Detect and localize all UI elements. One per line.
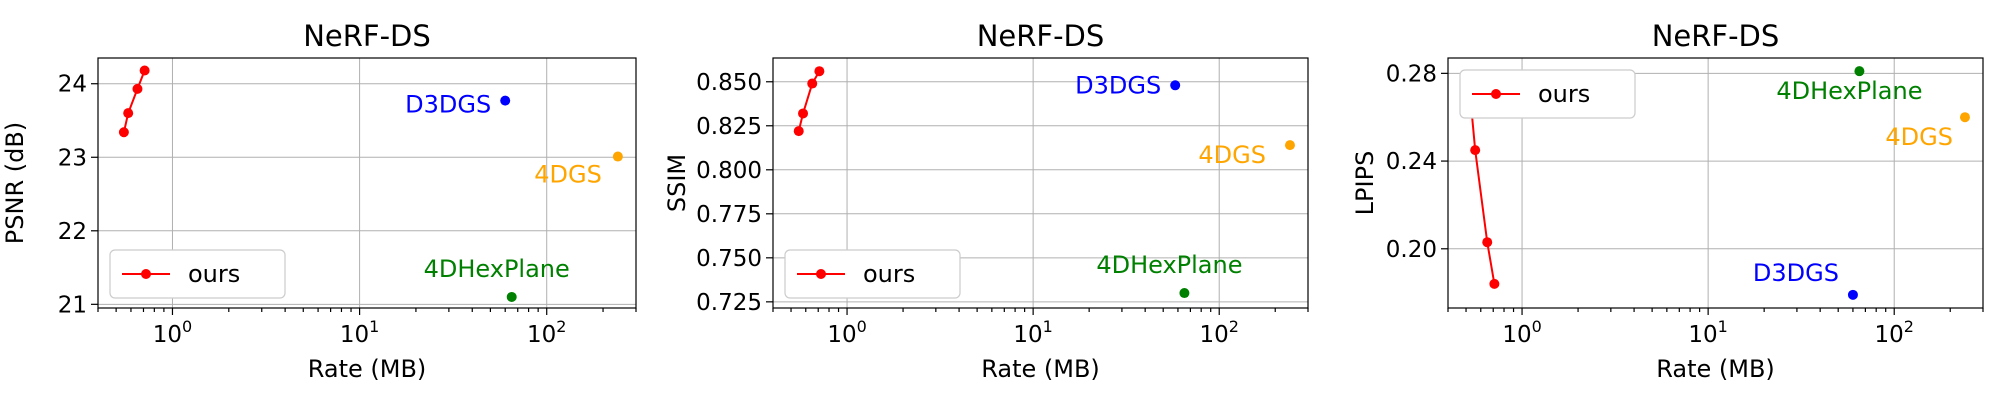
point-label-d3dgs: D3DGS <box>405 91 491 119</box>
chart-title: NeRF-DS <box>977 19 1105 53</box>
plot-frame <box>97 57 637 309</box>
series-line-ours <box>797 70 821 132</box>
data-point-ours <box>814 66 825 77</box>
data-point-ours <box>807 78 818 89</box>
legend: ours <box>109 249 286 299</box>
point-label-4dgs: 4DGS <box>534 161 602 189</box>
y-tick-label: 22 <box>58 219 87 245</box>
data-point-d3dgs <box>500 95 511 106</box>
point-label-4dhexplane: 4DHexPlane <box>424 255 570 283</box>
y-tick-label: 0.800 <box>696 158 762 184</box>
x-tick-label: 101 <box>340 317 379 348</box>
chart-title: NeRF-DS <box>303 19 431 53</box>
chart-panel-3: 100 101 102 0.20 0.24 0.28 NeRF-DS Rate (MB) LPI… <box>1351 19 1984 383</box>
data-point-ours <box>1482 237 1493 248</box>
series-line-ours <box>1469 101 1496 285</box>
x-axis-label: Rate (MB) <box>308 355 427 383</box>
y-tick-label: 0.825 <box>696 114 762 140</box>
y-tick-label: 0.775 <box>696 202 762 228</box>
data-point-ours <box>123 108 134 119</box>
y-tick-label: 0.28 <box>1386 61 1437 87</box>
x-tick-label: 100 <box>827 317 866 348</box>
y-tick-label: 0.850 <box>696 70 762 96</box>
y-axis-label: SSIM <box>663 154 691 212</box>
y-tick-label: 0.725 <box>696 290 762 316</box>
data-point-ours <box>132 83 143 94</box>
point-label-4dgs: 4DGS <box>1885 123 1953 151</box>
point-label-d3dgs: D3DGS <box>1753 259 1839 287</box>
legend-box <box>109 249 286 299</box>
series-line-ours <box>122 70 146 133</box>
data-point-d3dgs <box>1170 80 1181 91</box>
x-tick-label: 101 <box>1013 317 1052 348</box>
legend-marker <box>141 269 151 279</box>
legend-box <box>784 249 961 299</box>
x-tick-label: 100 <box>153 317 192 348</box>
point-label-4dhexplane: 4DHexPlane <box>1776 77 1922 105</box>
y-tick-label: 21 <box>58 292 87 318</box>
y-axis-label: LPIPS <box>1351 151 1379 216</box>
y-tick-label: 23 <box>58 145 87 171</box>
legend-box <box>1459 69 1636 119</box>
x-tick-label: 102 <box>1199 317 1238 348</box>
data-point-ours <box>118 127 129 138</box>
x-tick-label: 100 <box>1502 317 1541 348</box>
data-point-4dgs <box>1959 112 1970 123</box>
y-tick-label: 0.750 <box>696 246 762 272</box>
legend-label: ours <box>863 260 915 288</box>
legend-label: ours <box>1538 80 1590 108</box>
chart-panel-1: 100 101 102 21 22 23 24 NeRF-DS Rate (MB) PSNR (d… <box>1 19 637 383</box>
point-label-4dgs: 4DGS <box>1198 141 1266 169</box>
x-tick-label: 101 <box>1688 317 1727 348</box>
x-tick-label: 102 <box>527 317 566 348</box>
x-tick-label: 102 <box>1874 317 1913 348</box>
data-point-ours <box>139 65 150 76</box>
legend-marker <box>1491 89 1501 99</box>
y-tick-label: 24 <box>58 72 87 98</box>
y-tick-label: 0.24 <box>1386 149 1437 175</box>
legend-marker <box>816 269 826 279</box>
data-point-4dgs <box>612 151 623 162</box>
legend: ours <box>1459 69 1636 119</box>
legend-label: ours <box>188 260 240 288</box>
point-label-d3dgs: D3DGS <box>1075 71 1161 99</box>
y-axis-label: PSNR (dB) <box>1 122 29 244</box>
chart-title: NeRF-DS <box>1652 19 1780 53</box>
data-point-ours <box>1489 278 1500 289</box>
y-tick-label: 0.20 <box>1386 237 1437 263</box>
data-point-4dhexplane <box>1854 66 1865 77</box>
point-label-4dhexplane: 4DHexPlane <box>1096 251 1242 279</box>
legend: ours <box>784 249 961 299</box>
data-point-ours <box>793 126 804 137</box>
chart-panel-2: 100 101 102 0.725 0.750 0.775 0.800 0.825 0.850 N… <box>663 19 1309 383</box>
x-axis-label: Rate (MB) <box>1656 355 1775 383</box>
plot-frame <box>772 57 1309 309</box>
x-axis-label: Rate (MB) <box>981 355 1100 383</box>
data-point-d3dgs <box>1847 289 1858 300</box>
data-point-4dhexplane <box>506 291 517 302</box>
data-point-4dhexplane <box>1179 288 1190 299</box>
data-point-4dgs <box>1284 140 1295 151</box>
data-point-ours <box>1470 145 1481 156</box>
plot-frame <box>1447 57 1984 309</box>
data-point-ours <box>798 108 809 119</box>
